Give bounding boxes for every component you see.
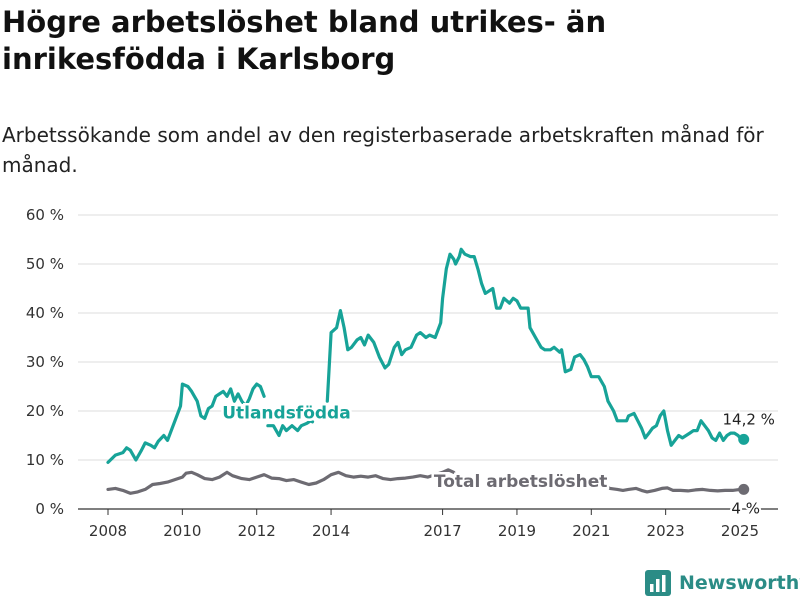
series-line-1 bbox=[602, 483, 746, 494]
chart-title: Högre arbetslöshet bland utrikes- än inr… bbox=[2, 5, 607, 76]
end-value-label: 4 % bbox=[731, 499, 760, 517]
series-annotation: Total arbetslöshet bbox=[434, 472, 608, 492]
x-tick-label: 2021 bbox=[572, 522, 610, 540]
x-tick-label: 2012 bbox=[238, 522, 276, 540]
series-line-0 bbox=[266, 419, 315, 438]
y-tick-label: 60 % bbox=[26, 206, 64, 224]
brand-name: Newsworthy bbox=[679, 572, 800, 594]
x-axis: 2008 2010 2012 2014 2017 2019 2021 2023 2025 bbox=[89, 509, 759, 540]
series-lines bbox=[106, 247, 750, 495]
x-tick-label: 2010 bbox=[163, 522, 201, 540]
x-tick-label: 2025 bbox=[721, 522, 759, 540]
x-tick-label: 2019 bbox=[498, 522, 536, 540]
x-tick-label: 2017 bbox=[423, 522, 461, 540]
series-line-1 bbox=[106, 468, 456, 495]
chart-subtitle: Arbetssökande som andel av den registerb… bbox=[2, 123, 764, 177]
x-tick-label: 2014 bbox=[312, 522, 350, 540]
y-tick-label: 10 % bbox=[26, 451, 64, 469]
end-value-label: 14,2 % bbox=[723, 410, 775, 428]
brand[interactable]: Newsworthy bbox=[645, 568, 800, 598]
series-end-point-0 bbox=[738, 433, 750, 445]
x-tick-label: 2008 bbox=[89, 522, 127, 540]
y-tick-label: 20 % bbox=[26, 402, 64, 420]
bar-chart-logo-icon bbox=[645, 570, 671, 596]
y-axis: 0 % 10 % 20 % 30 % 40 % 50 % 60 % bbox=[26, 206, 64, 518]
y-tick-label: 50 % bbox=[26, 255, 64, 273]
series-line-0 bbox=[325, 247, 746, 447]
series-labels: 14,2 % 4 % Utlandsfödda Total arbetslöshet bbox=[220, 401, 777, 520]
y-tick-label: 30 % bbox=[26, 353, 64, 371]
series-line-0 bbox=[106, 382, 266, 464]
y-tick-label: 40 % bbox=[26, 304, 64, 322]
x-tick-label: 2023 bbox=[647, 522, 685, 540]
series-annotation: Utlandsfödda bbox=[222, 403, 351, 423]
series-end-point-1 bbox=[738, 483, 750, 495]
y-gridlines bbox=[78, 214, 778, 510]
y-tick-label: 0 % bbox=[35, 500, 64, 518]
